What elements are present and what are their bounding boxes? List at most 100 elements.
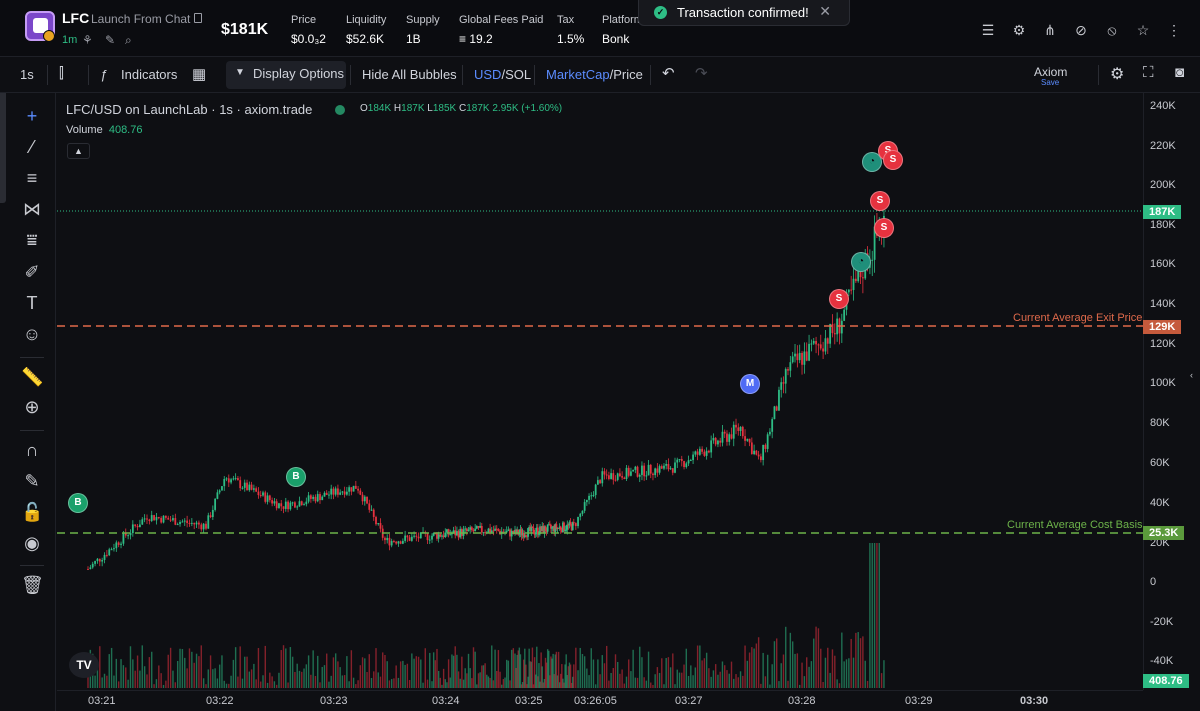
candle-body <box>475 526 478 529</box>
candle-body <box>319 494 321 501</box>
candle-body <box>507 529 510 531</box>
token-logo[interactable] <box>25 11 55 42</box>
candle-type-icon[interactable]: ⫿ <box>59 65 64 82</box>
pattern-icon[interactable]: ⋈ <box>23 199 41 219</box>
lock-drawing-icon[interactable]: ✎ <box>24 471 40 491</box>
emoji-icon[interactable]: ☺ <box>22 324 42 344</box>
volume-bar <box>355 684 357 688</box>
indicators-icon[interactable]: ƒ <box>100 67 108 82</box>
volume-bar <box>504 677 506 688</box>
candle-body <box>266 495 269 502</box>
candle-body <box>273 501 276 504</box>
volume-bar <box>652 684 654 688</box>
volume-bar <box>241 678 244 688</box>
pen-icon[interactable]: ✎ <box>105 33 116 47</box>
volume-bar <box>303 668 305 688</box>
candle-body <box>110 549 113 551</box>
camera-icon[interactable]: ◙ <box>1175 64 1185 81</box>
sell-bubble[interactable]: S <box>829 289 849 309</box>
fullscreen-icon[interactable]: ⛶ <box>1143 64 1154 81</box>
volume-bar <box>441 684 443 688</box>
volume-bar <box>524 648 526 688</box>
crosshair-icon[interactable]: + <box>26 106 38 126</box>
candle-body <box>723 431 726 434</box>
volume-bar <box>773 641 776 688</box>
candle-body <box>195 522 198 525</box>
layout-save[interactable]: Save <box>1041 78 1060 87</box>
chevron-left-icon[interactable]: ‹ <box>1190 370 1193 380</box>
undo-icon[interactable]: ↶ <box>662 65 675 82</box>
volume-bar <box>491 645 493 688</box>
volume-bar <box>614 654 617 688</box>
trash-icon[interactable]: 🗑 <box>21 575 44 595</box>
cost-basis-tag: 25.3K <box>1143 526 1185 540</box>
hide-icon[interactable]: ⊘ <box>1075 22 1087 38</box>
volume-bar <box>87 675 89 688</box>
volume-bar <box>136 655 139 688</box>
close-icon[interactable]: ✕ <box>819 3 831 19</box>
metric-toggle[interactable]: MarketCap/Price <box>546 67 643 82</box>
volume-bar <box>99 646 101 688</box>
more-icon[interactable]: ⋮ <box>1167 22 1181 38</box>
brush-icon[interactable]: ✐ <box>24 262 40 282</box>
scrollbar[interactable] <box>0 93 6 203</box>
redo-icon[interactable]: ↷ <box>695 65 708 82</box>
volume-bar <box>165 680 167 688</box>
buy-bubble[interactable]: B <box>68 493 88 513</box>
candle-body <box>614 479 617 481</box>
share-icon[interactable]: ⋔ <box>1044 22 1056 38</box>
tradingview-logo[interactable]: TV <box>69 652 99 678</box>
sell-bubble[interactable]: S <box>870 191 890 211</box>
indicators-button[interactable]: Indicators <box>121 67 178 82</box>
avatar-trade-bubble[interactable]: ◔ <box>862 152 882 172</box>
volume-bar <box>301 671 303 688</box>
ruler-icon[interactable]: 📏 <box>21 367 44 387</box>
candle-body <box>146 518 148 520</box>
collapse-legend-button[interactable]: ▲ <box>67 143 90 159</box>
price-scale[interactable] <box>1143 93 1200 690</box>
copy-icon[interactable] <box>194 13 202 23</box>
candle-body <box>474 528 477 532</box>
display-options-button[interactable]: ▼ Display Options <box>226 61 346 89</box>
migration-bubble[interactable]: M <box>740 374 760 394</box>
zoom-in-icon[interactable]: ⊕ <box>24 397 40 417</box>
search-icon[interactable]: ⌕ <box>125 33 132 47</box>
chart-settings-icon[interactable]: ⚙ <box>1110 66 1125 83</box>
volume-bar <box>665 658 667 688</box>
sell-bubble[interactable]: S <box>874 218 894 238</box>
visibility-icon[interactable]: ◉ <box>24 533 40 553</box>
volume-bar <box>193 662 195 688</box>
volume-bar <box>873 543 876 688</box>
caret-down-icon: ▼ <box>235 67 245 78</box>
horizontal-lines-icon[interactable]: ≡ <box>26 168 38 188</box>
candle-body <box>536 527 539 535</box>
list-icon[interactable]: ☰ <box>981 22 995 38</box>
block-icon[interactable]: ⦸ <box>1107 22 1117 38</box>
buy-bubble[interactable]: B <box>286 467 306 487</box>
candle-body <box>847 289 850 293</box>
hide-bubbles-button[interactable]: Hide All Bubbles <box>362 67 457 82</box>
volume-bar <box>650 682 652 688</box>
avatar-trade-bubble[interactable]: ◔ <box>851 252 871 272</box>
volume-legend: Volume 408.76 <box>66 124 142 136</box>
layout-grid-icon[interactable]: ▦ <box>192 66 207 83</box>
layout-name[interactable]: Axiom <box>1034 65 1068 79</box>
interval-button[interactable]: 1s <box>20 67 34 82</box>
lock-icon[interactable]: 🔓 <box>21 502 44 522</box>
time-scale[interactable] <box>57 690 1143 711</box>
trendline-icon[interactable]: ⁄ <box>30 137 34 157</box>
candle-body <box>155 517 158 521</box>
candle-body <box>113 548 115 550</box>
pill-icon[interactable]: ⚘ <box>82 33 93 47</box>
volume-bar <box>373 671 375 688</box>
magnet-icon[interactable]: ∩ <box>25 440 39 460</box>
chart-pane[interactable] <box>57 93 1143 690</box>
star-icon[interactable]: ☆ <box>1136 22 1150 38</box>
settings-icon[interactable]: ⚙ <box>1012 22 1026 38</box>
fib-icon[interactable]: ⩸ <box>26 230 38 250</box>
text-icon[interactable]: T <box>26 293 38 313</box>
sell-bubble[interactable]: S <box>883 150 903 170</box>
currency-toggle[interactable]: USD/SOL <box>474 67 532 82</box>
candle-body <box>141 519 144 525</box>
candle-body <box>871 259 874 261</box>
